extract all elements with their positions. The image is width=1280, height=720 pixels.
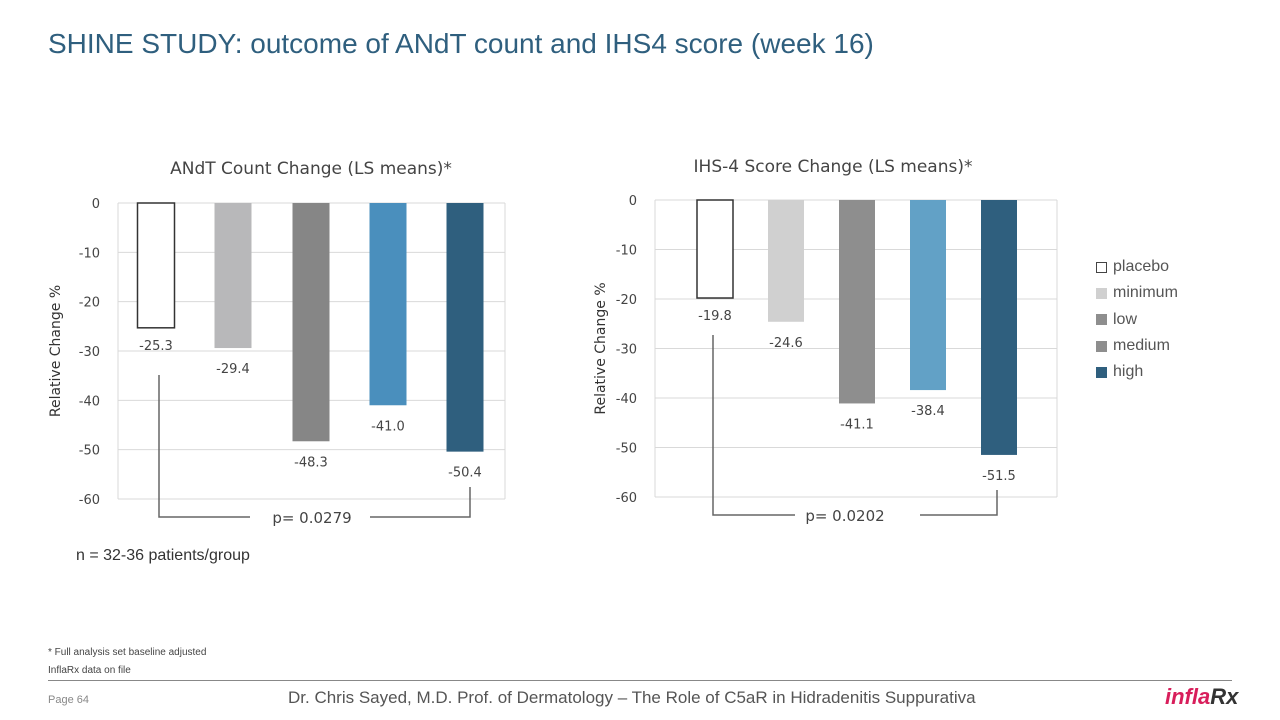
y-tick-label: -10 <box>79 246 100 261</box>
y-axis-label: Relative Change % <box>48 285 64 417</box>
bar-low <box>292 203 330 442</box>
bar-high <box>446 203 484 452</box>
legend-label: medium <box>1113 337 1170 355</box>
data-label: -25.3 <box>139 339 173 354</box>
legend-item-minimum: minimum <box>1096 280 1178 306</box>
y-tick-label: -60 <box>79 493 100 508</box>
significance-bracket-left <box>158 375 250 518</box>
data-label: -51.5 <box>982 469 1016 484</box>
bar-high <box>981 200 1017 455</box>
legend-swatch <box>1096 287 1107 299</box>
data-label: -50.4 <box>448 466 482 481</box>
significance-bracket-right <box>370 487 471 518</box>
legend-item-high: high <box>1096 359 1178 385</box>
y-tick-label: -40 <box>616 392 637 407</box>
bar-medium <box>910 200 946 391</box>
legend: placebo minimum low medium high <box>1096 254 1178 385</box>
legend-label: low <box>1113 310 1138 328</box>
bar-placebo <box>696 199 734 299</box>
legend-swatch <box>1096 261 1107 273</box>
legend-item-low: low <box>1096 307 1178 333</box>
bar-minimum <box>768 200 804 322</box>
legend-swatch <box>1096 340 1107 352</box>
data-label: -41.1 <box>840 417 874 432</box>
data-label: -48.3 <box>294 455 328 470</box>
sample-size-note: n = 32-36 patients/group <box>76 547 250 564</box>
inflarx-logo: inflaRx <box>1165 684 1238 710</box>
data-label: -41.0 <box>371 419 405 434</box>
data-source-note: InflaRx data on file <box>48 665 131 676</box>
legend-item-medium: medium <box>1096 333 1178 359</box>
data-label: -24.6 <box>769 336 803 351</box>
y-tick-label: -20 <box>616 293 637 308</box>
legend-label: high <box>1113 363 1144 381</box>
y-tick-label: -10 <box>616 244 637 259</box>
slide-title: SHINE STUDY: outcome of ANdT count and I… <box>48 28 874 59</box>
y-tick-label: -60 <box>616 491 637 506</box>
legend-item-placebo: placebo <box>1096 254 1178 280</box>
bar-low <box>839 200 875 404</box>
y-tick-label: -30 <box>616 343 637 358</box>
footer-divider <box>48 680 1232 681</box>
y-tick-label: 0 <box>92 197 100 212</box>
data-label: -38.4 <box>911 404 945 419</box>
y-tick-label: -40 <box>79 394 100 409</box>
logo-part2: Rx <box>1210 684 1239 709</box>
legend-label: minimum <box>1113 284 1178 302</box>
bar-medium <box>369 203 407 406</box>
y-tick-label: 0 <box>629 194 637 209</box>
significance-bracket-left <box>712 335 795 516</box>
legend-label: placebo <box>1113 258 1170 276</box>
p-value: p= 0.0279 <box>272 509 351 527</box>
bar-placebo <box>136 202 176 329</box>
legend-swatch <box>1096 366 1107 378</box>
logo-part1: infla <box>1165 684 1211 709</box>
bar-minimum <box>214 203 252 349</box>
y-axis-label: Relative Change % <box>593 282 609 414</box>
y-tick-label: -30 <box>79 345 100 360</box>
footnote: * Full analysis set baseline adjusted <box>48 647 207 658</box>
data-label: -19.8 <box>698 309 732 324</box>
legend-swatch <box>1096 314 1107 326</box>
significance-bracket-right <box>920 490 998 516</box>
chart-title: ANdT Count Change (LS means)* <box>170 159 452 179</box>
y-tick-label: -50 <box>79 444 100 459</box>
chart-title: IHS-4 Score Change (LS means)* <box>694 157 973 177</box>
footer-text: Dr. Chris Sayed, M.D. Prof. of Dermatolo… <box>288 688 976 707</box>
p-value: p= 0.0202 <box>805 507 884 525</box>
y-tick-label: -50 <box>616 442 637 457</box>
page-number: Page 64 <box>48 694 89 706</box>
y-tick-label: -20 <box>79 296 100 311</box>
data-label: -29.4 <box>216 362 250 377</box>
